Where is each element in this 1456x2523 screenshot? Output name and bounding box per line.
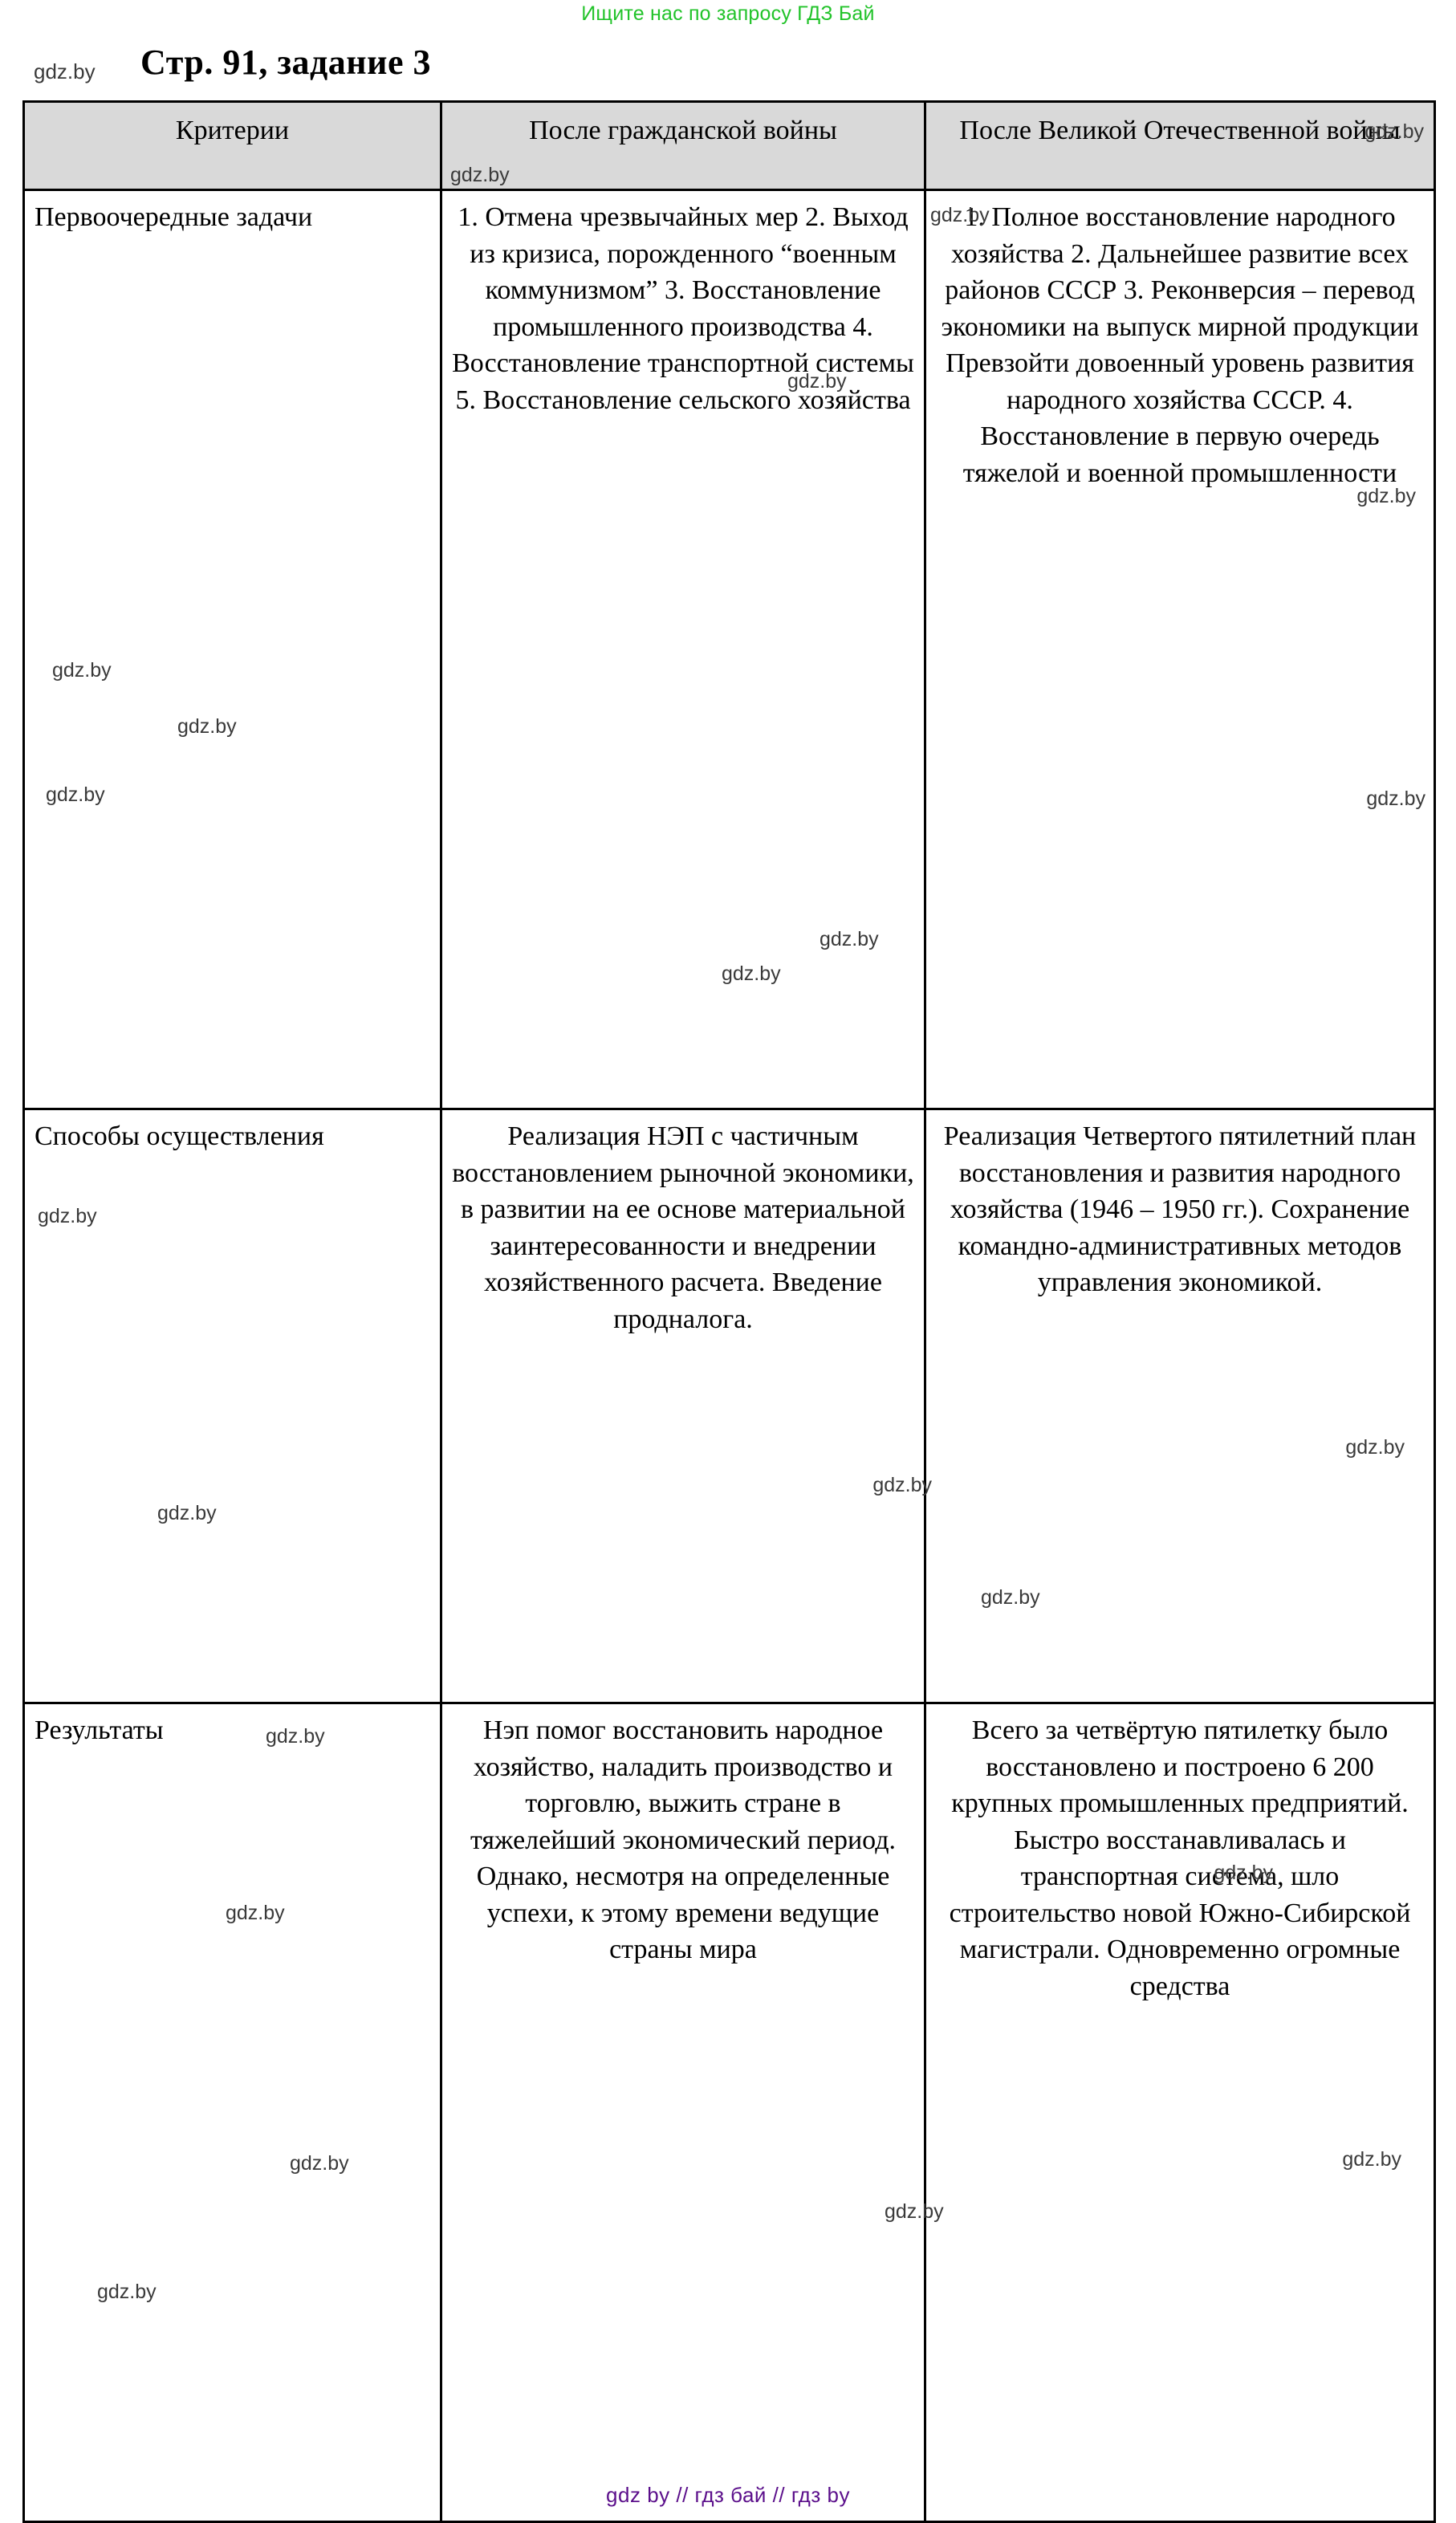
watermark-header-civil: gdz.by — [450, 164, 510, 186]
row-great-patriotic-war-methods-text: Реализация Четвертого пятилетний план во… — [943, 1121, 1417, 1298]
watermark-r2c3-b: gdz.by — [981, 1586, 1040, 1609]
watermark-r1c1-c: gdz.by — [46, 783, 105, 806]
page-title: Стр. 91, задание 3 — [140, 43, 431, 82]
row-civil-war-results-text: Нэп помог восстановить народное хозяйств… — [470, 1715, 896, 1965]
watermark-r3c3-b: gdz.by — [1342, 2148, 1401, 2171]
row-great-patriotic-war-methods: Реализация Четвертого пятилетний план во… — [924, 1108, 1436, 1704]
watermark-r2c1-a: gdz.by — [38, 1205, 97, 1227]
column-header-after-great-patriotic-war: После Великой Отечественной войны gdz.by — [924, 100, 1436, 191]
row-criterion-methods-label: Способы осуществления — [35, 1121, 324, 1151]
table-row: Первоочередные задачи gdz.by gdz.by gdz.… — [22, 189, 1436, 1110]
row-great-patriotic-war-results-text: Всего за четвёртую пятилетку было восста… — [949, 1715, 1411, 2001]
watermark-r3c1-a: gdz.by — [266, 1725, 325, 1748]
row-criterion-methods: Способы осуществления gdz.by gdz.by — [22, 1108, 442, 1704]
footer-credit: gdz by // гдз бай // гдз by — [606, 2483, 850, 2507]
row-great-patriotic-war-results: Всего за четвёртую пятилетку было восста… — [885, 1702, 1436, 2523]
watermark-r1c2-b: gdz.by — [820, 928, 879, 950]
row-civil-war-priority-tasks: 1. Отмена чрезвычайных мер 2. Выход из к… — [440, 189, 926, 1110]
promo-banner: Ищите нас по запросу ГДЗ Бай — [581, 2, 875, 25]
row-civil-war-methods-text: Реализация НЭП с частичным восстановлени… — [452, 1121, 914, 1334]
column-header-after-civil-war-label: После гражданской войны — [529, 116, 837, 145]
row-civil-war-methods: Реализация НЭП с частичным восстановлени… — [440, 1108, 932, 1704]
column-header-criteria: Критерии — [22, 100, 442, 191]
watermark-r3c1-d: gdz.by — [97, 2281, 157, 2303]
row-great-patriotic-war-priority-tasks: 1. Полное восстановление народного хозяй… — [924, 189, 1436, 1110]
title-row: gdz.by Стр. 91, задание 3 — [0, 42, 1456, 90]
row-civil-war-results: Нэп помог восстановить народное хозяйств… — [440, 1702, 926, 2523]
row-criterion-priority-tasks-label: Первоочередные задачи — [35, 202, 313, 232]
watermark-title-left: gdz.by — [34, 59, 96, 83]
watermark-r3c1-c: gdz.by — [290, 2152, 349, 2175]
watermark-r1c1-a: gdz.by — [52, 659, 112, 682]
watermark-r1c3-b: gdz.by — [1356, 485, 1416, 507]
table-header-row: Критерии После гражданской войны gdz.by … — [22, 100, 1436, 191]
row-criterion-results-label: Результаты — [35, 1715, 164, 1745]
watermark-r2c1-b: gdz.by — [157, 1502, 217, 1524]
watermark-r1c3-c: gdz.by — [1366, 787, 1425, 810]
watermark-r1c1-b: gdz.by — [177, 715, 237, 738]
watermark-r3c1-b: gdz.by — [226, 1902, 285, 1924]
column-header-after-civil-war: После гражданской войны gdz.by — [440, 100, 926, 191]
watermark-r2c2-a: gdz.by — [872, 1474, 932, 1496]
row-criterion-priority-tasks: Первоочередные задачи gdz.by gdz.by gdz.… — [22, 189, 442, 1110]
row-criterion-results: Результаты gdz.by gdz.by gdz.by gdz.by — [22, 1702, 442, 2523]
table-row: Результаты gdz.by gdz.by gdz.by gdz.by Н… — [22, 1702, 1436, 2523]
table-row: Способы осуществления gdz.by gdz.by Реал… — [22, 1108, 1436, 1704]
comparison-table: Критерии После гражданской войны gdz.by … — [22, 100, 1436, 2523]
watermark-r1c2-c: gdz.by — [722, 962, 781, 985]
row-civil-war-priority-tasks-text: 1. Отмена чрезвычайных мер 2. Выход из к… — [452, 202, 914, 415]
row-great-patriotic-war-priority-tasks-text: 1. Полное восстановление народного хозяй… — [941, 202, 1419, 488]
watermark-r2c3-a: gdz.by — [1345, 1436, 1405, 1459]
column-header-after-great-patriotic-war-label: После Великой Отечественной войны — [959, 116, 1401, 145]
